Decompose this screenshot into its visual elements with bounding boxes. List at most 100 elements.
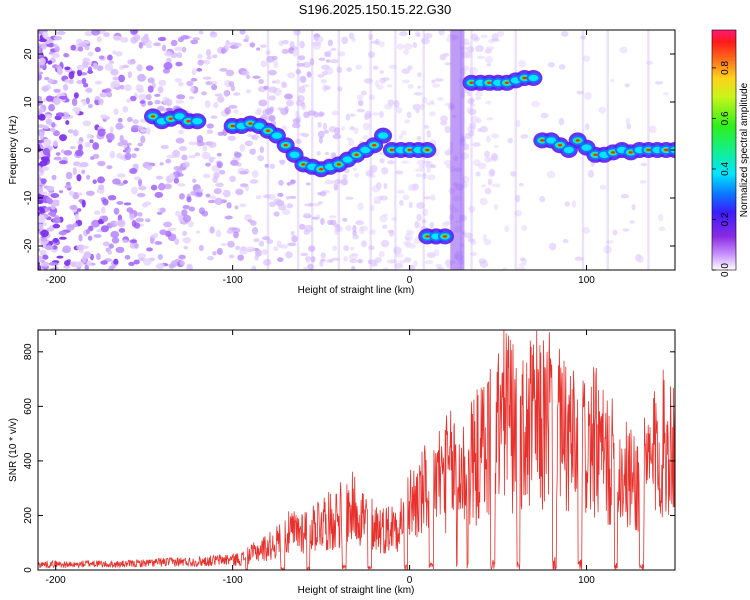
spectrogram-noise-blob: [154, 191, 164, 198]
spectrogram-noise-blob: [257, 155, 265, 162]
spectrogram-noise-blob: [249, 179, 259, 184]
spectrogram-noise-blob: [325, 59, 331, 63]
spectrogram-noise-blob: [196, 135, 204, 143]
spectrogram-noise-blob: [41, 237, 48, 243]
spectrogram-noise-blob: [209, 226, 215, 234]
spectrogram-noise-blob: [84, 264, 89, 270]
ridge-max: [168, 117, 173, 121]
spectrogram-noise-blob: [258, 79, 265, 85]
spectrogram-noise-blob: [158, 182, 166, 191]
colorbar-tick-label: 0.8: [720, 61, 731, 75]
spectrogram-noise-blob: [327, 39, 333, 47]
spectrogram-noise-blob: [576, 90, 584, 95]
spectrogram-noise-blob: [213, 171, 220, 179]
spectrogram-noise-blob: [540, 112, 549, 119]
spectrogram-noise-blob: [85, 97, 90, 105]
spectrogram-noise-blob: [273, 198, 282, 204]
spectrogram-noise-blob: [123, 84, 132, 92]
spectrogram-noise-blob: [38, 199, 44, 205]
spectrogram-noise-blob: [206, 123, 214, 129]
spectrogram-noise-blob: [390, 259, 398, 264]
spectrogram-noise-blob: [201, 210, 209, 217]
spectrogram-noise-blob: [115, 122, 124, 130]
spectrogram-noise-blob: [110, 68, 119, 76]
spectrogram-noise-blob: [38, 49, 44, 57]
spectrogram-noise-blob: [58, 230, 67, 236]
spectrogram-noise-blob: [253, 238, 260, 243]
spectrogram-noise-blob: [303, 229, 310, 235]
spectrogram-noise-blob: [273, 246, 279, 252]
spectrogram-noise-blob: [475, 92, 484, 97]
spectrogram-noise-blob: [93, 234, 102, 239]
spectrogram-noise-blob: [174, 238, 180, 245]
spectrogram-noise-blob: [484, 187, 492, 195]
spectrogram-noise-blob: [351, 265, 356, 270]
spectrogram-noise-blob: [62, 247, 68, 253]
spectrogram-noise-blob: [154, 240, 163, 245]
spectrogram-noise-blob: [463, 143, 470, 151]
spectrogram-noise-blob: [84, 142, 92, 148]
spectrogram-noise-blob: [485, 135, 491, 143]
ridge-max: [425, 235, 430, 238]
spectrogram-noise-blob: [342, 217, 348, 222]
spectrogram-noise-blob: [355, 220, 364, 226]
spectrogram-noise-blob: [466, 46, 475, 53]
spectrogram-noise-blob: [181, 46, 187, 53]
spectrogram-noise-blob: [443, 52, 450, 57]
spectrogram-noise-blob: [389, 229, 395, 237]
spectrogram-noise-blob: [334, 229, 339, 236]
spectrogram-noise-blob: [182, 214, 192, 223]
spectrogram-noise-blob: [343, 245, 350, 252]
spectrogram-noise-blob: [195, 230, 201, 234]
spectrogram-noise-blob: [216, 152, 222, 157]
spectrogram-noise-blob: [469, 122, 477, 130]
spectrogram-noise-blob: [426, 252, 436, 259]
spectrogram-noise-blob: [78, 143, 83, 152]
spectrogram-noise-blob: [329, 59, 339, 64]
spectrogram-noise-blob: [205, 81, 213, 86]
spectrogram-noise-blob: [69, 205, 78, 210]
spectrogram-noise-blob: [202, 144, 208, 152]
spectrogram-noise-blob: [177, 183, 186, 187]
spectrogram-noise-blob: [370, 204, 375, 212]
spectrogram-noise-blob: [295, 99, 304, 107]
spectrogram-noise-blob: [349, 246, 355, 251]
spectrogram-noise-blob: [218, 169, 226, 175]
spectrogram-noise-blob: [422, 173, 427, 179]
spectrogram-noise-blob: [246, 74, 251, 80]
spectrogram-noise-blob: [470, 240, 477, 245]
ridge-max: [248, 122, 253, 125]
spectrogram-noise-blob: [67, 128, 74, 134]
ridge-max: [522, 76, 527, 80]
spectrogram-noise-blob: [204, 100, 211, 108]
spectrogram-noise-blob: [319, 191, 327, 197]
spectrogram-noise-blob: [135, 84, 144, 92]
spectrogram-noise-blob: [417, 72, 422, 78]
spectrogram-noise-blob: [139, 128, 148, 133]
spectrogram-noise-blob: [72, 129, 79, 137]
spectrogram-noise-blob: [379, 77, 386, 84]
spectrogram-noise-blob: [334, 127, 341, 135]
spectrogram-streak: [266, 30, 270, 270]
spectrogram-noise-blob: [517, 266, 526, 270]
spectrogram-noise-blob: [135, 217, 144, 223]
spectrogram-noise-blob: [76, 244, 86, 251]
spectrogram-noise-blob: [435, 263, 443, 268]
spectrogram-noise-blob: [136, 64, 143, 72]
spectrogram-noise-blob: [74, 213, 80, 221]
spectrogram-noise-blob: [403, 49, 410, 55]
spectrogram-noise-blob: [133, 176, 141, 181]
spectrogram-noise-blob: [189, 85, 195, 93]
spectrogram-noise-blob: [227, 135, 237, 141]
spectrogram-noise-blob: [539, 196, 546, 203]
spectrogram-noise-blob: [409, 230, 415, 235]
spectrogram-noise-blob: [520, 134, 529, 139]
spectrogram-noise-blob: [53, 88, 61, 93]
spectrogram-noise-blob: [383, 267, 389, 270]
spectrogram-noise-blob: [514, 209, 522, 217]
spectrogram-y-tick-label: -10: [23, 190, 34, 205]
spectrogram-noise-blob: [139, 100, 146, 104]
spectrogram-noise-blob: [235, 245, 241, 251]
spectrogram-noise-blob: [383, 103, 393, 110]
snr-y-tick-label: 0: [23, 567, 34, 573]
